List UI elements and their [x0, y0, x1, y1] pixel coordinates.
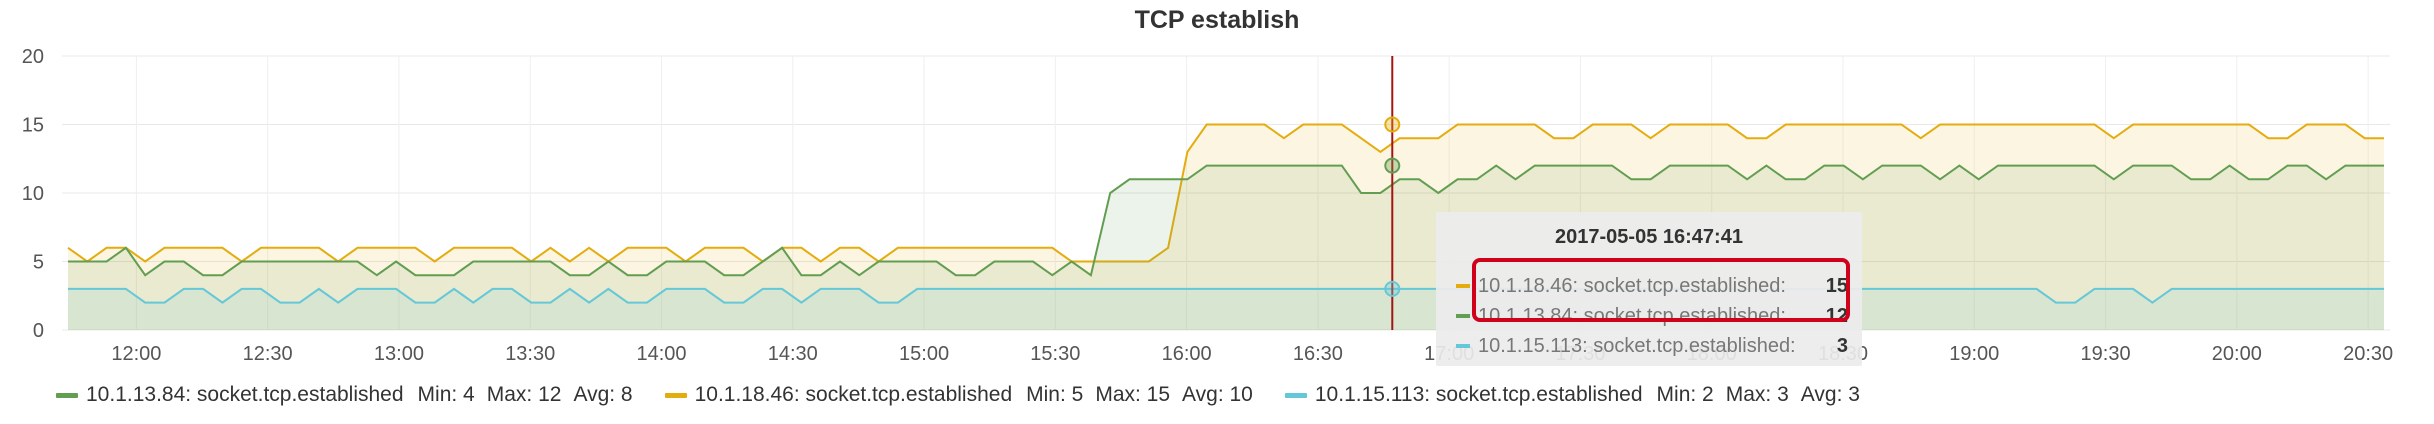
tooltip-time: 2017-05-05 16:47:41 [1555, 226, 1743, 248]
legend-swatch [664, 392, 687, 398]
x-tick-label: 19:30 [2081, 343, 2131, 365]
panel-title[interactable]: TCP establish [1134, 6, 1300, 34]
tooltip-series-name: 10.1.15.113: socket.tcp.established: [1478, 334, 1796, 357]
x-tick-label: 20:30 [2343, 343, 2393, 365]
tooltip-series-name: 10.1.18.46: socket.tcp.established: [1478, 274, 1786, 297]
x-tick-label: 16:30 [1293, 343, 1343, 365]
hover-point [1384, 157, 1401, 174]
legend-stat-min: Min: 5 [1026, 383, 1084, 406]
y-tick-label: 20 [22, 46, 44, 68]
series-color-swatch [1456, 344, 1470, 348]
tooltip-row: 10.1.15.113: socket.tcp.established: 3 [1456, 332, 1848, 360]
series-color-swatch [1456, 314, 1470, 318]
hover-point [1384, 280, 1401, 297]
x-tick-label: 12:00 [111, 343, 161, 365]
x-tick-label: 12:30 [243, 343, 293, 365]
legend-series-name: 10.1.13.84: socket.tcp.established [86, 383, 404, 406]
legend-item[interactable]: 10.1.15.113: socket.tcp.established Min: … [1284, 383, 1872, 407]
legend-item[interactable]: 10.1.18.46: socket.tcp.established Min: 5… [664, 383, 1265, 407]
x-tick-label: 13:00 [374, 343, 424, 365]
grid-lines [62, 55, 2390, 331]
series-layer [67, 123, 2384, 330]
x-tick-label: 14:30 [768, 343, 818, 365]
series-line[interactable] [67, 123, 2384, 263]
x-axis: 12:00 12:30 13:00 13:30 14:00 14:30 15:00 15:30… [111, 343, 2393, 365]
legend-swatch [56, 392, 78, 398]
series-line[interactable] [68, 287, 2384, 304]
tooltip-series-value: 3 [1836, 334, 1848, 357]
x-tick-label: 19:00 [1949, 343, 1999, 365]
x-tick-label: 15:30 [1030, 343, 1080, 365]
legend-series-name: 10.1.15.113: socket.tcp.established [1314, 383, 1643, 406]
legend-stat-avg: Avg: 10 [1182, 383, 1253, 406]
x-tick-label: 20:00 [2212, 343, 2262, 365]
legend-stat-min: Min: 2 [1656, 383, 1714, 406]
crosshair [1384, 56, 1401, 330]
y-axis: 0 5 10 15 20 [22, 46, 44, 342]
tooltip-row: 10.1.18.46: socket.tcp.established: 15 [1456, 272, 1848, 300]
y-tick-label: 0 [33, 320, 44, 342]
y-tick-label: 15 [22, 115, 44, 137]
legend-stat-max: Max: 3 [1725, 383, 1789, 406]
tooltip-series-value: 15 [1825, 274, 1848, 297]
legend: 10.1.13.84: socket.tcp.established Min: 4… [56, 380, 1892, 410]
legend-stat-min: Min: 4 [417, 383, 475, 406]
legend-item[interactable]: 10.1.13.84: socket.tcp.established Min: 4… [56, 383, 645, 407]
legend-stat-max: Max: 12 [486, 383, 562, 406]
y-tick-label: 5 [33, 252, 44, 274]
x-tick-label: 13:30 [505, 343, 555, 365]
series-line[interactable] [68, 164, 2384, 277]
legend-stat-max: Max: 15 [1095, 383, 1171, 406]
x-tick-label: 16:00 [1162, 343, 1212, 365]
legend-series-name: 10.1.18.46: socket.tcp.established [694, 383, 1013, 406]
x-tick-label: 15:00 [899, 343, 949, 365]
hover-tooltip: 2017-05-05 16:47:41 10.1.18.46: socket.t… [1436, 212, 1862, 366]
legend-stat-avg: Avg: 3 [1800, 383, 1860, 406]
y-tick-label: 10 [22, 183, 44, 205]
legend-swatch [1284, 392, 1307, 398]
x-tick-label: 14:00 [636, 343, 686, 365]
series-color-swatch [1456, 284, 1470, 288]
highlight-box [1472, 258, 1850, 322]
hover-point [1384, 116, 1401, 133]
legend-stat-avg: Avg: 8 [573, 383, 633, 406]
